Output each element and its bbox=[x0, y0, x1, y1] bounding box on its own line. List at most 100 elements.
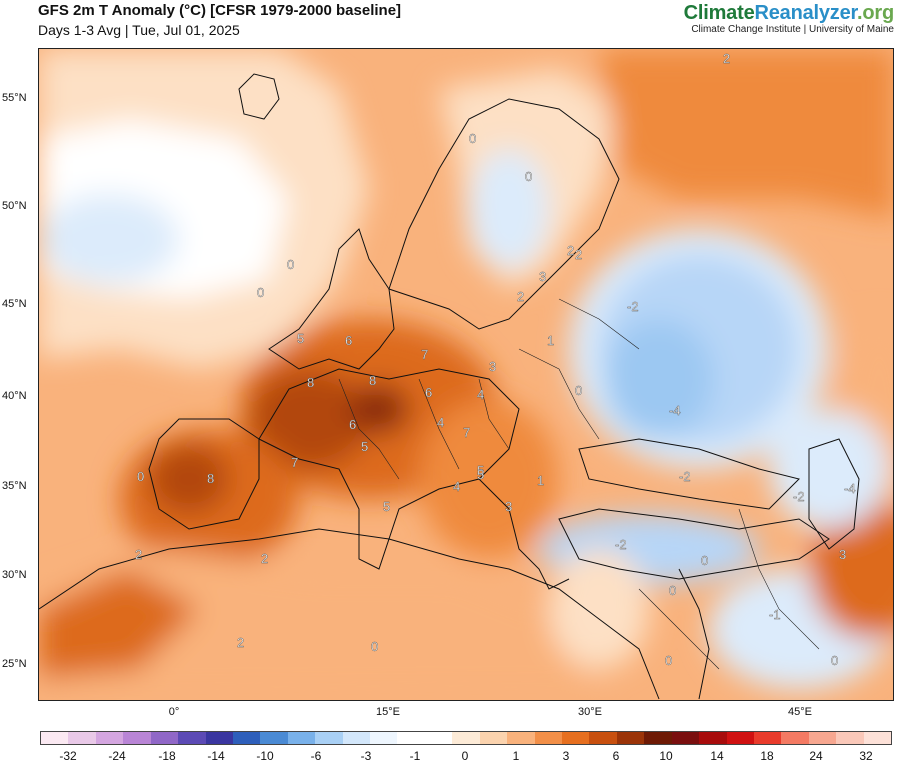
contour-value-label: -4 bbox=[669, 403, 681, 418]
lat-label-45: 45°N bbox=[2, 298, 27, 310]
lat-label-40: 40°N bbox=[2, 390, 27, 402]
colorbar-segment bbox=[424, 732, 453, 744]
colorbar-label: 3 bbox=[562, 749, 570, 763]
contour-value-label: 3 bbox=[839, 547, 846, 562]
map-subtitle: Days 1-3 Avg | Tue, Jul 01, 2025 bbox=[38, 22, 240, 38]
colorbar-segment bbox=[699, 732, 727, 744]
levant-coast bbox=[678, 568, 710, 700]
colorbar-label: 10 bbox=[659, 749, 673, 763]
colorbar-segment bbox=[287, 732, 316, 744]
lon-label-30e: 30°E bbox=[578, 706, 602, 718]
colorbar-segment bbox=[507, 732, 535, 744]
contour-value-label: 5 bbox=[361, 439, 368, 454]
brand-logo-part2: Reanalyzer bbox=[754, 2, 858, 24]
lon-label-45e: 45°E bbox=[788, 706, 812, 718]
contour-value-label: -4 bbox=[844, 481, 856, 496]
lon-label-0: 0° bbox=[168, 706, 180, 718]
contour-value-label: -1 bbox=[769, 607, 781, 622]
contour-value-label: -2 bbox=[679, 469, 691, 484]
colorbar-label: -10 bbox=[256, 749, 274, 763]
colorbar-segment bbox=[397, 732, 425, 744]
colorbar-segment bbox=[479, 732, 508, 744]
contour-value-label: 5 bbox=[477, 463, 484, 478]
contour-value-label: 2 bbox=[517, 289, 524, 304]
brand-logo[interactable]: ClimateReanalyzer.org bbox=[683, 2, 895, 25]
colorbar-segment bbox=[753, 732, 782, 744]
lon-label-15e: 15°E bbox=[376, 706, 400, 718]
balkans-coast bbox=[478, 478, 570, 590]
colorbar-segment bbox=[836, 732, 864, 744]
colorbar-label: 0 bbox=[461, 749, 469, 763]
colorbar-segment bbox=[726, 732, 754, 744]
contour-value-label: 0 bbox=[137, 469, 144, 484]
contour-value-label: 3 bbox=[539, 269, 546, 284]
contour-value-label: 1 bbox=[547, 333, 554, 348]
contour-value-label: 5 bbox=[383, 499, 390, 514]
contour-value-label: 6 bbox=[425, 385, 432, 400]
contour-value-label: 0 bbox=[665, 653, 672, 668]
colorbar-label: -1 bbox=[409, 749, 421, 763]
brand-logo-part1: Climate bbox=[683, 2, 755, 24]
contour-value-label: 6 bbox=[345, 333, 352, 348]
iceland-outline bbox=[238, 73, 280, 120]
contour-value-label: 5 bbox=[297, 331, 304, 346]
colorbar-segment bbox=[671, 732, 700, 744]
contour-value-label: 3 bbox=[489, 359, 496, 374]
contour-value-label: 0 bbox=[257, 285, 264, 300]
colorbar-segment bbox=[342, 732, 371, 744]
colorbar-segment bbox=[781, 732, 809, 744]
colorbar-segment bbox=[178, 732, 206, 744]
colorbar-segment bbox=[589, 732, 617, 744]
contour-value-label: 0 bbox=[371, 639, 378, 654]
colorbar-segment bbox=[95, 732, 124, 744]
colorbar-label: 18 bbox=[760, 749, 774, 763]
colorbar-segment bbox=[150, 732, 179, 744]
contour-value-label: 4 bbox=[453, 479, 460, 494]
contour-value-label: 2 bbox=[135, 547, 142, 562]
contour-value-label: 0 bbox=[525, 169, 532, 184]
coastlines bbox=[39, 73, 860, 700]
colorbar-segment bbox=[452, 732, 480, 744]
brand-block[interactable]: ClimateReanalyzer.org Climate Change Ins… bbox=[683, 2, 895, 35]
contour-value-label: 7 bbox=[291, 455, 298, 470]
contour-value-label: 7 bbox=[421, 347, 428, 362]
colorbar-segment bbox=[205, 732, 233, 744]
colorbar bbox=[40, 731, 892, 745]
anatolia-outline bbox=[558, 508, 830, 580]
contour-value-label: 4 bbox=[437, 415, 444, 430]
colorbar-label: -6 bbox=[310, 749, 322, 763]
colorbar-segment bbox=[863, 732, 892, 744]
contour-value-label: 0 bbox=[669, 583, 676, 598]
colorbar-segment bbox=[534, 732, 563, 744]
colorbar-label: 32 bbox=[859, 749, 873, 763]
contour-value-label: 2 bbox=[723, 51, 730, 66]
anomaly-map: 2 0 0 0 0 2 3 2 2 1 5 6 7 8 8 6 4 3 6 5 4 7 0 -2 -4 8 7 0 5 5 4 5 1 3 -2 -4… bbox=[38, 48, 894, 701]
colorbar-segment bbox=[232, 732, 261, 744]
colorbar-label: 24 bbox=[809, 749, 823, 763]
contour-value-label: 8 bbox=[207, 471, 214, 486]
contour-value-label: 8 bbox=[369, 373, 376, 388]
colorbar-segment bbox=[808, 732, 837, 744]
colorbar-segment bbox=[616, 732, 645, 744]
contour-value-label: 4 bbox=[477, 387, 484, 402]
contour-value-label: 3 bbox=[505, 499, 512, 514]
colorbar-label: 14 bbox=[710, 749, 724, 763]
contour-value-label: 0 bbox=[701, 553, 708, 568]
colorbar-label: -3 bbox=[360, 749, 372, 763]
brand-logo-part3: .org bbox=[857, 2, 894, 24]
caspian-outline bbox=[808, 438, 860, 550]
contour-value-label: -2 bbox=[793, 489, 805, 504]
contour-value-label: -2 bbox=[615, 537, 627, 552]
lat-label-35: 35°N bbox=[2, 480, 27, 492]
lat-label-55: 55°N bbox=[2, 92, 27, 104]
colorbar-segment bbox=[123, 732, 151, 744]
colorbar-label: 1 bbox=[512, 749, 520, 763]
colorbar-label: -14 bbox=[207, 749, 225, 763]
anomaly-fields bbox=[39, 49, 893, 700]
colorbar-label: -32 bbox=[59, 749, 77, 763]
colorbar-segment bbox=[41, 732, 69, 744]
contour-value-label: 2 bbox=[261, 551, 268, 566]
colorbar-segment bbox=[68, 732, 96, 744]
